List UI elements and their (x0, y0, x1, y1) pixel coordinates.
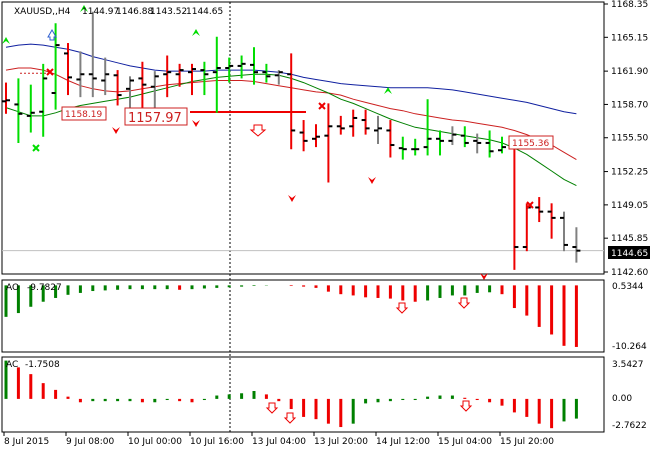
up-arrow-outline-icon (47, 28, 57, 41)
chart-grid (2, 2, 604, 432)
x-tick-label: 13 Jul 20:00 (314, 437, 368, 447)
x-tick-label: 8 Jul 2015 (4, 437, 49, 447)
ao-title: AO (6, 283, 19, 293)
y-tick-label: 1155.50 (611, 134, 648, 144)
y-tick-label: 1165.15 (611, 33, 648, 43)
y-tick-label: 1161.90 (611, 67, 648, 77)
down-arrow-outline-icon (283, 412, 297, 424)
panel-frame-1 (1, 279, 605, 353)
annotation-box-2 (124, 107, 188, 126)
axes: 1168.35 1165.15 1161.90 1158.70 1155.50 1152.… (3, 0, 648, 447)
cross-icon (526, 201, 534, 209)
annotation-label-3: 1155.36 (512, 139, 549, 149)
ao-axis-bottom: -10.264 (612, 342, 647, 352)
ac-title: AC (6, 360, 18, 370)
x-tick-label: 13 Jul 04:00 (252, 437, 306, 447)
ao-value: -9.7827 (27, 283, 62, 293)
fractal-up-icon (192, 29, 200, 36)
ac-value: -1.7508 (25, 360, 60, 370)
y-tick-label: 1152.25 (611, 168, 648, 178)
x-tick-label: 10 Jul 00:00 (128, 437, 182, 447)
x-tick-label: 9 Jul 08:00 (66, 437, 115, 447)
x-tick-label: 15 Jul 20:00 (500, 437, 554, 447)
y-tick-label: 1168.35 (611, 0, 648, 10)
ac-axis-bottom: -2.7622 (612, 421, 647, 431)
fractal-down-icon (192, 120, 200, 127)
fractal-down-icon (368, 177, 376, 184)
ac-axis-zero: 0.00 (612, 394, 632, 404)
fractal-up-icon (80, 5, 88, 12)
fractal-down-icon (480, 273, 488, 280)
x-tick-label: 15 Jul 04:00 (438, 437, 492, 447)
down-arrow-outline-icon (265, 402, 279, 414)
signal-markers (2, 5, 534, 424)
y-tick-label: 1142.60 (611, 268, 648, 278)
current-price-label: 1144.65 (611, 249, 648, 259)
down-arrow-outline-icon (395, 302, 409, 314)
annotation-label-1: 1158.19 (65, 110, 102, 120)
down-arrow-outline-icon (249, 124, 267, 137)
cross-icon (32, 144, 40, 152)
y-tick-label: 1149.05 (611, 201, 648, 211)
down-arrow-outline-icon (457, 297, 471, 309)
ac-histogram (4, 360, 578, 429)
ohlc-high: 1146.88 (116, 7, 153, 17)
symbol-title: XAUUSD,,H4 (14, 7, 71, 17)
current-price-box (608, 246, 650, 259)
down-arrow-outline-icon (459, 400, 473, 412)
annotation-box-3 (508, 135, 554, 150)
ohlc-close: 1144.65 (186, 7, 223, 17)
fractal-up-icon (2, 37, 10, 44)
y-tick-label: 1145.85 (611, 234, 648, 244)
panel-frame-2 (1, 356, 605, 433)
annotation-label-2: 1157.97 (128, 111, 182, 126)
cross-icon (46, 68, 54, 76)
fractal-down-icon (112, 127, 120, 134)
y-tick-label: 1158.70 (611, 100, 648, 110)
fractal-down-icon (288, 195, 296, 202)
ac-axis-top: 3.5427 (612, 360, 644, 370)
x-tick-label: 10 Jul 16:00 (190, 437, 244, 447)
cross-icon (318, 102, 326, 110)
fractal-up-icon (384, 87, 392, 94)
ao-axis-top: 0.5344 (612, 282, 644, 292)
ohlc-low: 1143.52 (150, 7, 187, 17)
annotation-box-1 (61, 106, 107, 121)
ao-histogram (4, 285, 578, 347)
x-tick-label: 14 Jul 12:00 (376, 437, 430, 447)
ohlc-open: 1144.97 (82, 7, 119, 17)
